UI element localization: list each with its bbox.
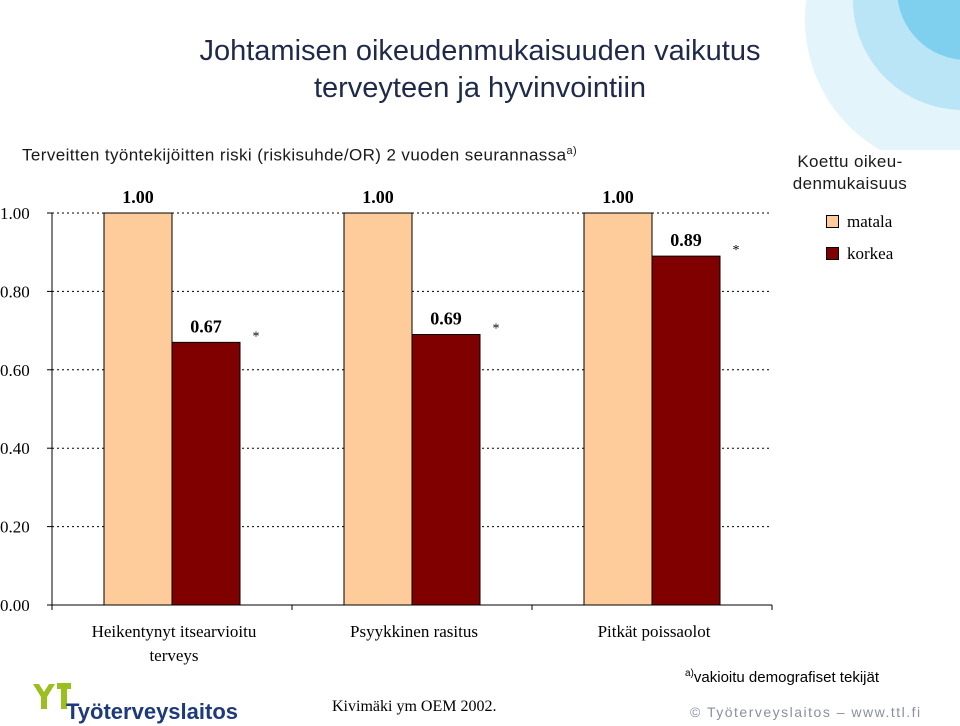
legend-swatch-matala xyxy=(826,215,839,228)
bar-matala xyxy=(583,212,653,606)
significance-marker: * xyxy=(493,322,500,337)
corner-decoration xyxy=(735,0,960,150)
significance-marker: * xyxy=(733,243,740,258)
bar-chart: 0.00 0.20 0.40 0.60 0.80 1.00 1.00 0.67 * Heikent… xyxy=(0,187,773,665)
x-category-label: Heikentynyt itsearvioitu xyxy=(92,622,257,641)
significance-marker: * xyxy=(253,329,260,344)
bar-matala xyxy=(343,212,413,606)
y-tick-label: 0.40 xyxy=(0,439,30,458)
chart-subtitle: Terveitten työntekijöitten riski (riskis… xyxy=(22,145,577,166)
footnote-marker: a) xyxy=(685,668,694,679)
y-tick-label: 1.00 xyxy=(0,204,30,223)
data-label-matala: 1.00 xyxy=(122,187,154,207)
data-label-korkea: 0.89 xyxy=(670,230,702,250)
y-tick-label: 0.20 xyxy=(0,518,30,537)
subtitle-footnote-marker: a) xyxy=(566,145,578,157)
footnote: a)vakioitu demografiset tekijät xyxy=(685,668,879,686)
bar-matala xyxy=(103,212,173,606)
x-category-label: Pitkät poissaolot xyxy=(598,622,711,641)
legend-label-matala: matala xyxy=(847,212,893,231)
y-tick-label: 0.60 xyxy=(0,361,30,380)
page-title: Johtamisen oikeudenmukaisuuden vaikutus … xyxy=(0,33,960,107)
bar-korkea xyxy=(411,334,481,606)
legend-title-line-1: Koettu oikeu- xyxy=(797,152,903,171)
data-label-matala: 1.00 xyxy=(362,187,394,207)
bar-korkea xyxy=(171,341,241,606)
legend-title: Koettu oikeu- denmukaisuus xyxy=(760,151,940,195)
data-label-korkea: 0.69 xyxy=(430,309,462,329)
legend-item-matala: matala xyxy=(826,212,892,232)
legend-swatch-korkea xyxy=(826,247,839,260)
legend-label-korkea: korkea xyxy=(847,244,894,263)
y-tick-label: 0.80 xyxy=(0,282,30,301)
footnote-text: vakioitu demografiset tekijät xyxy=(693,669,879,686)
data-label-korkea: 0.67 xyxy=(190,316,222,336)
copyright-text: © Työterveyslaitos – www.ttl.fi xyxy=(690,704,922,720)
tyoterveyslaitos-logo: Työterveyslaitos xyxy=(33,683,238,724)
title-line-1: Johtamisen oikeudenmukaisuuden vaikutus xyxy=(199,35,761,67)
x-category-label: terveys xyxy=(149,646,198,665)
svg-text:Työterveyslaitos: Työterveyslaitos xyxy=(66,699,238,724)
x-category-label: Psyykkinen rasitus xyxy=(350,622,478,641)
legend-title-line-2: denmukaisuus xyxy=(792,174,908,193)
legend-item-korkea: korkea xyxy=(826,244,893,264)
citation: Kivimäki ym OEM 2002. xyxy=(332,698,497,715)
title-line-2: terveyteen ja hyvinvointiin xyxy=(313,72,647,104)
bar-korkea xyxy=(651,255,721,606)
y-tick-label: 0.00 xyxy=(0,596,30,615)
subtitle-text: Terveitten työntekijöitten riski (riskis… xyxy=(22,145,567,165)
data-label-matala: 1.00 xyxy=(602,187,634,207)
